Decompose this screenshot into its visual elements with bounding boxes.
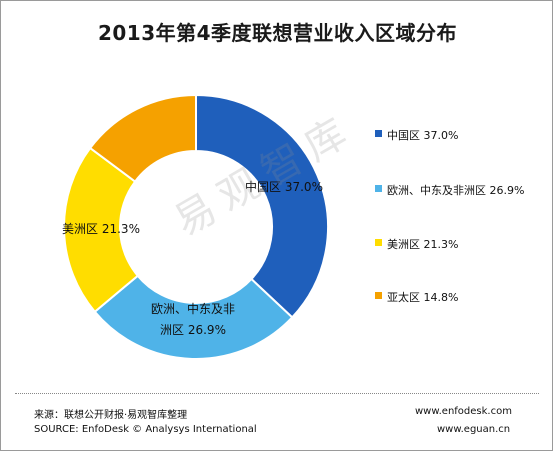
footer-url-eguan: www.eguan.cn [437,424,511,435]
legend-swatch [375,130,382,137]
slice-emea [93,274,294,360]
data-label-emea: 欧洲、中东及非洲区 26.9% [151,301,235,337]
data-label-americas: 美洲区 21.3% [62,222,140,236]
slice-apac [88,93,197,183]
slice-china [195,93,329,319]
footer-source-en: SOURCE: EnfoDesk © Analysys Internationa… [34,424,257,435]
legend-swatch [375,292,382,299]
legend-swatch [375,185,382,192]
legend-swatch [375,239,382,246]
legend-label: 美洲区 21.3% [387,238,459,251]
footer-url-enfodesk: www.enfodesk.com [415,406,512,417]
legend-label: 亚太区 14.8% [387,291,459,304]
data-label-china: 中国区 37.0% [245,179,323,194]
legend-label: 欧洲、中东及非洲区 26.9% [387,184,525,197]
footer-divider [15,393,539,394]
footer-source-cn: 来源：联想公开财报·易观智库整理 [34,410,188,421]
legend-label: 中国区 37.0% [387,129,459,142]
chart-title: 2013年第4季度联想营业收入区域分布 [97,21,458,45]
